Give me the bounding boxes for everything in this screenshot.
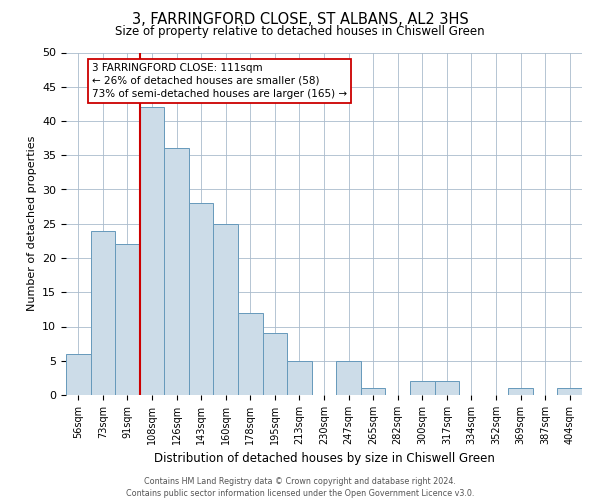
Bar (287, 361, 312, 395)
Bar (164, 148, 189, 395)
Bar (140, 108, 164, 395)
Bar (238, 313, 263, 395)
Bar (557, 388, 582, 395)
Text: 3, FARRINGFORD CLOSE, ST ALBANS, AL2 3HS: 3, FARRINGFORD CLOSE, ST ALBANS, AL2 3HS (131, 12, 469, 28)
Text: 3 FARRINGFORD CLOSE: 111sqm
← 26% of detached houses are smaller (58)
73% of sem: 3 FARRINGFORD CLOSE: 111sqm ← 26% of det… (92, 63, 347, 99)
Bar (66, 354, 91, 395)
Bar (410, 382, 434, 395)
Bar (214, 224, 238, 395)
Bar (91, 230, 115, 395)
Bar (189, 203, 214, 395)
Bar (115, 244, 140, 395)
Y-axis label: Number of detached properties: Number of detached properties (26, 136, 37, 312)
Bar (434, 382, 459, 395)
Bar (336, 361, 361, 395)
Text: Size of property relative to detached houses in Chiswell Green: Size of property relative to detached ho… (115, 25, 485, 38)
X-axis label: Distribution of detached houses by size in Chiswell Green: Distribution of detached houses by size … (154, 452, 494, 466)
Bar (263, 334, 287, 395)
Text: Contains HM Land Registry data © Crown copyright and database right 2024.
Contai: Contains HM Land Registry data © Crown c… (126, 476, 474, 498)
Bar (361, 388, 385, 395)
Bar (508, 388, 533, 395)
